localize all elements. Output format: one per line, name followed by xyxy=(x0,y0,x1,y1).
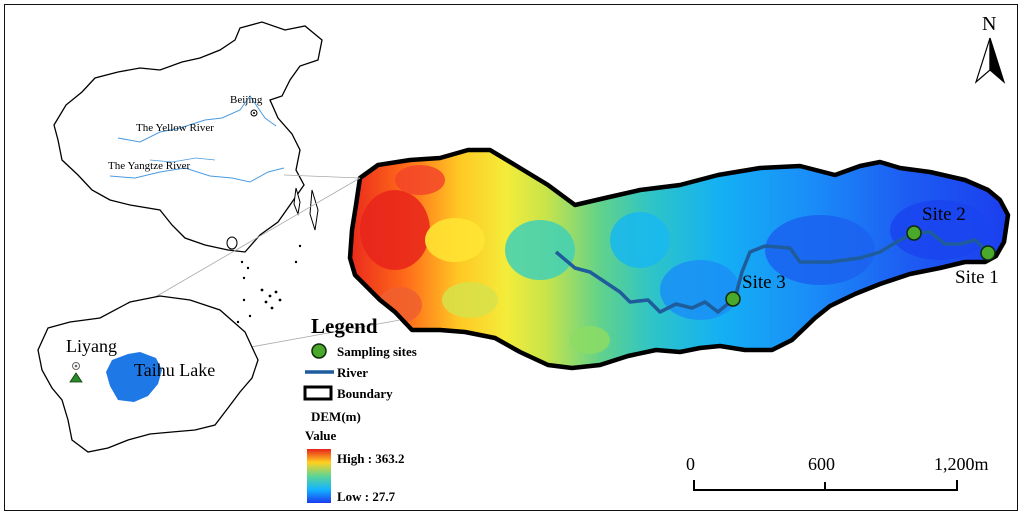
site-3-marker[interactable] xyxy=(725,291,741,307)
site-1-label: Site 1 xyxy=(955,267,999,288)
north-label: N xyxy=(982,13,996,35)
legend-boundary: Boundary xyxy=(337,386,393,401)
river-line xyxy=(554,230,990,314)
yangtze-river-label: The Yangtze River xyxy=(108,160,191,172)
dem-basin xyxy=(347,147,1011,371)
china-map: Beijing The Yellow River The Yangtze Riv… xyxy=(53,21,323,324)
connector-line xyxy=(149,177,361,301)
yellow-river-label: The Yellow River xyxy=(136,122,214,134)
scale-label-0: 0 xyxy=(686,454,695,474)
region-map: Liyang Taihu Lake xyxy=(37,295,259,453)
beijing-label: Beijing xyxy=(230,94,263,106)
site-3-label: Site 3 xyxy=(742,272,786,293)
legend-value: Value xyxy=(305,428,337,443)
liyang-site-icon xyxy=(69,372,83,383)
legend: Legend Sampling sites River Boundary DEM… xyxy=(303,314,417,504)
taihu-lake-shape xyxy=(106,352,162,402)
connector-line xyxy=(283,174,361,179)
liyang-label: Liyang xyxy=(66,336,117,356)
scale-label-600: 600 xyxy=(808,454,835,474)
scale-bar: 0 600 1,200m xyxy=(686,454,989,491)
north-arrow-icon: N xyxy=(974,13,1006,84)
map-frame xyxy=(4,4,1018,511)
legend-sampling-sites: Sampling sites xyxy=(337,344,417,359)
basin-boundary xyxy=(347,147,1011,371)
site-2-label: Site 2 xyxy=(922,204,966,225)
scale-label-1200: 1,200m xyxy=(934,454,989,474)
legend-river: River xyxy=(337,365,368,380)
legend-title: Legend xyxy=(311,314,378,338)
site-2-marker[interactable] xyxy=(906,225,922,241)
taihu-lake-label: Taihu Lake xyxy=(134,360,215,380)
legend-boundary-icon xyxy=(303,385,333,401)
legend-color-ramp xyxy=(307,449,331,503)
site-1-marker[interactable] xyxy=(980,245,996,261)
legend-high: High : 363.2 xyxy=(337,451,405,466)
legend-low: Low : 27.7 xyxy=(337,489,396,504)
legend-site-icon xyxy=(311,343,327,359)
legend-dem: DEM(m) xyxy=(311,409,361,424)
